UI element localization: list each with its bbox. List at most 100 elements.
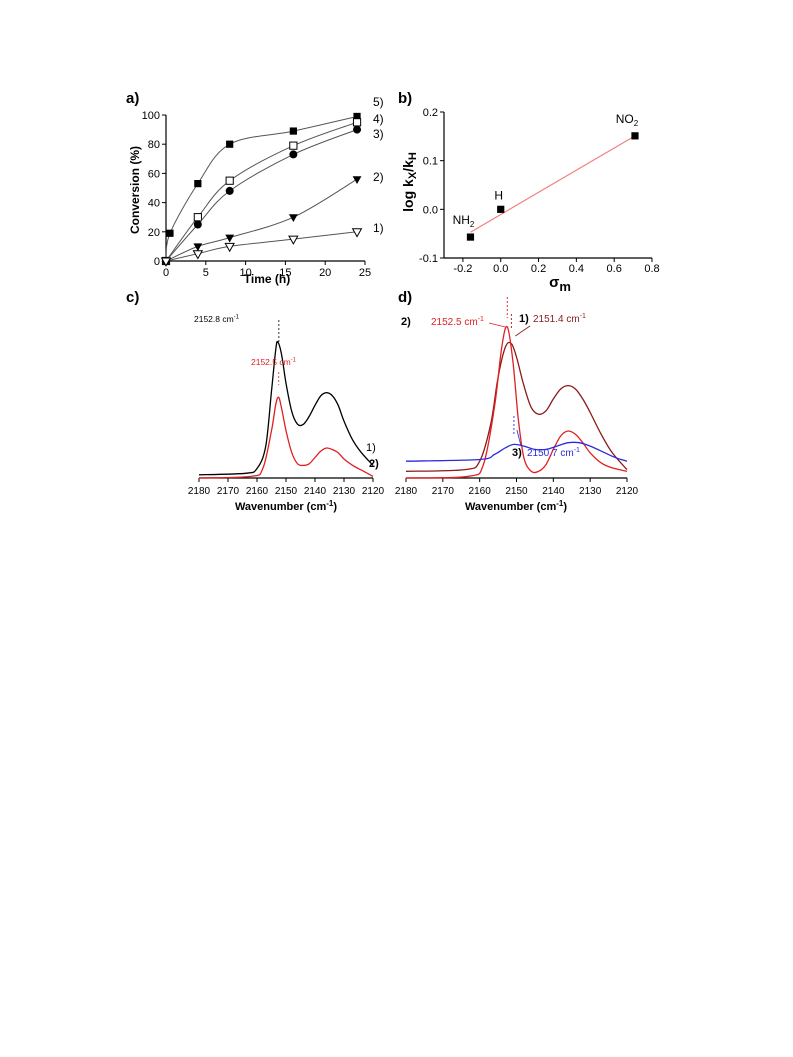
panel-a-series-line xyxy=(165,231,358,262)
panel-d-series: 1) 2) 3) 2152.5 cm-1 2151.4 cm-1 2150.7 cm-1 xyxy=(401,297,628,479)
panel-b-point-label: NO2 xyxy=(616,112,639,128)
panel-d-series-label: 3) xyxy=(512,447,522,459)
panel-d-xtick-label: 2160 xyxy=(469,486,492,497)
panel-b-label: b) xyxy=(398,90,412,107)
panel-a-series-label: 5) xyxy=(373,95,384,109)
panel-a-marker xyxy=(192,250,204,260)
panel-c-series-label: 2) xyxy=(369,458,379,470)
panel-a-marker xyxy=(351,228,363,238)
panel-a-marker xyxy=(193,220,202,229)
panel-c-xtick-label: 2150 xyxy=(275,486,298,497)
panel-b-ytick-label: 0.0 xyxy=(423,204,438,216)
panel-a-marker xyxy=(160,257,172,267)
panel-c-label: c) xyxy=(126,289,139,306)
panel-c-spectrum xyxy=(198,396,374,479)
panel-a-xlabel: Time (h) xyxy=(244,272,290,286)
panel-a-marker xyxy=(166,229,174,237)
panel-a-series-label: 1) xyxy=(373,221,384,235)
panel-a-series: 5) 4)3) 2) 1) xyxy=(160,95,384,267)
panel-a-ytick-label: 100 xyxy=(142,110,160,122)
panel-d-xtick-label: 2180 xyxy=(395,486,418,497)
panel-a-marker xyxy=(352,176,362,185)
panel-b-point-label: NH2 xyxy=(453,213,475,229)
panel-b-point xyxy=(466,233,475,241)
panel-b-xtick-label: 0.0 xyxy=(493,263,508,275)
panel-c-spectrum xyxy=(198,340,374,476)
panel-c-peak-label: 2152.8 cm-1 xyxy=(194,314,240,324)
panel-a-marker xyxy=(225,186,234,195)
panel-c-xtick-label: 2160 xyxy=(246,486,269,497)
panel-a-series-label: 4) xyxy=(373,112,384,126)
panel-a-marker xyxy=(194,180,202,188)
panel-a-xtick-label: 10 xyxy=(239,267,251,279)
panel-b-ylabel: log kX/kH xyxy=(400,152,419,212)
panel-b-ytick-label: 0.1 xyxy=(423,156,438,168)
panel-a-marker xyxy=(289,150,298,159)
panel-b-ytick-label: -0.1 xyxy=(419,253,438,265)
panel-a-ylabel: Conversion (%) xyxy=(128,146,142,234)
panel-d-xtick-label: 2140 xyxy=(542,486,565,497)
panel-b-point xyxy=(631,132,639,140)
panel-a-marker xyxy=(352,118,362,127)
panel-c: c) Wavenumber (cm-1) 2180 2170 2160 2150 214… xyxy=(126,289,385,513)
panel-a-series-label: 3) xyxy=(373,127,384,141)
panel-c-axes: 2180 2170 2160 2150 2140 2130 2120 xyxy=(188,477,385,497)
panel-a-marker xyxy=(193,213,202,222)
panel-a-series-line xyxy=(165,121,358,262)
panel-a-axes: 0 5 10 15 20 25 0 20 40 60 80 100 xyxy=(142,110,371,279)
panel-c-xtick-label: 2140 xyxy=(304,486,327,497)
panel-b-xlabel: σm xyxy=(549,274,571,294)
panel-a: a) Conversion (%) Time (h) 0 5 10 15 20 25 0 20… xyxy=(126,90,384,286)
panel-b-point xyxy=(497,205,505,213)
panel-a-series-line xyxy=(165,116,358,262)
panel-a-xtick-label: 15 xyxy=(279,267,291,279)
panel-c-xlabel: Wavenumber (cm-1) xyxy=(235,499,337,513)
panel-a-ytick-label: 20 xyxy=(148,227,160,239)
panel-d-spectrum xyxy=(405,441,628,462)
panel-d-xtick-label: 2150 xyxy=(505,486,528,497)
panel-a-marker xyxy=(288,214,298,222)
panel-a-series-line xyxy=(165,129,358,262)
panel-a-marker xyxy=(224,242,235,253)
panel-c-xtick-label: 2130 xyxy=(333,486,356,497)
panel-d-peak-label: 2150.7 cm-1 xyxy=(527,447,580,459)
panel-b-fit-line xyxy=(470,135,636,233)
panel-d-label: d) xyxy=(398,289,412,306)
panel-d-xtick-label: 2170 xyxy=(432,486,455,497)
panel-c-series-label: 1) xyxy=(366,442,376,454)
panel-a-marker xyxy=(193,243,203,252)
panel-b: b) log kX/kH σm -0.2 0.0 0.2 0.4 0.6 0.8 -0.1 0… xyxy=(398,90,660,294)
panel-d-spectrum xyxy=(405,325,628,479)
panel-a-marker xyxy=(225,176,234,185)
panel-d-axes: 2180 2170 2160 2150 2140 2130 2120 xyxy=(395,477,639,497)
panel-a-marker xyxy=(353,112,361,121)
panel-b-xtick-label: 0.6 xyxy=(607,263,622,275)
panel-c-xtick-label: 2120 xyxy=(362,486,385,497)
panel-a-ytick-label: 40 xyxy=(148,198,160,210)
panel-d-series-label: 2) xyxy=(401,316,411,328)
panel-a-ytick-label: 0 xyxy=(154,256,160,268)
panel-a-marker xyxy=(225,234,235,243)
panel-d-spectrum xyxy=(405,341,628,472)
panel-d-peak-label: 2151.4 cm-1 xyxy=(533,313,586,325)
panel-a-ytick-label: 60 xyxy=(148,168,160,180)
panel-c-xtick-label: 2180 xyxy=(188,486,211,497)
panel-d-xtick-label: 2120 xyxy=(616,486,639,497)
panel-b-ytick-label: 0.2 xyxy=(423,107,438,119)
panel-a-marker xyxy=(288,235,299,245)
panel-b-xtick-label: 0.8 xyxy=(644,263,659,275)
panel-d-leader-line xyxy=(515,325,531,337)
panel-c-peak-label: 2152.5 cm-1 xyxy=(251,357,297,367)
panel-a-xtick-label: 5 xyxy=(203,267,209,279)
panel-a-label: a) xyxy=(126,90,139,107)
panel-a-xtick-label: 25 xyxy=(359,267,371,279)
panel-b-xtick-label: 0.4 xyxy=(569,263,584,275)
panel-b-series: NH2 H NO2 xyxy=(453,112,639,241)
panel-a-marker xyxy=(226,140,234,148)
panel-c-series: 1) 2) 2152.8 cm-1 2152.5 cm-1 xyxy=(194,314,379,479)
panel-a-xtick-label: 20 xyxy=(319,267,331,279)
panel-d-leader-line xyxy=(488,322,506,328)
panel-d-xtick-label: 2130 xyxy=(579,486,602,497)
panel-b-point-label: H xyxy=(494,188,503,202)
